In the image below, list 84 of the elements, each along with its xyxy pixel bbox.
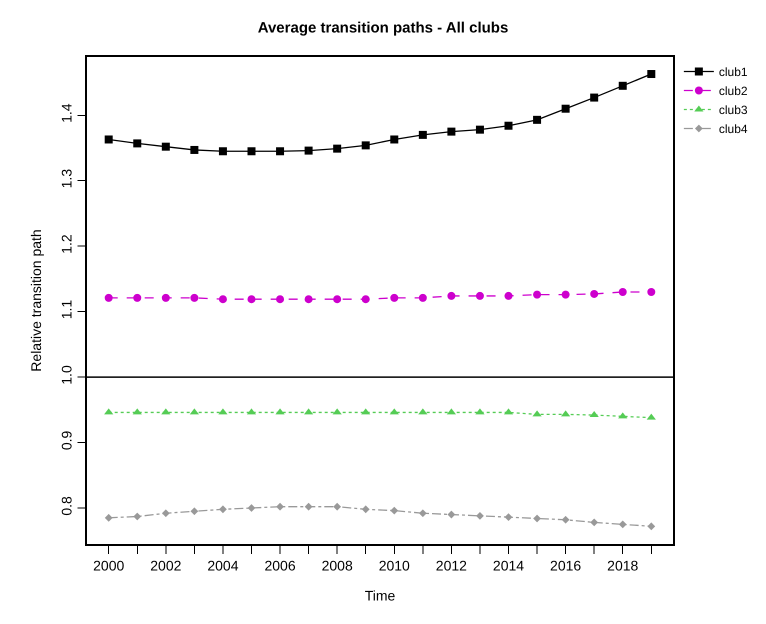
point [219,505,227,514]
point [590,94,598,102]
x-tick-label: 2016 [550,558,582,574]
point [276,295,284,304]
point [533,116,542,124]
point [590,290,598,298]
x-tick-label: 2002 [150,558,182,574]
chart-title: Average transition paths - All clubs [258,19,508,36]
point [247,295,256,304]
point [218,147,227,156]
point [562,516,570,524]
point [190,294,198,302]
point [190,146,198,154]
point [418,294,427,302]
point [133,294,142,302]
point [218,295,227,304]
point [104,135,113,144]
point [276,502,284,511]
point [333,502,342,511]
point [390,294,398,302]
x-tick-label: 2014 [492,558,524,574]
y-tick-label: 1.3 [58,168,75,188]
point [647,70,656,78]
x-tick-label: 2006 [264,558,296,574]
point [304,295,313,304]
point [248,504,256,512]
point [504,122,513,130]
point [333,144,342,153]
point [476,512,484,520]
x-tick-label: 2000 [93,558,124,574]
y-tick-label: 1.4 [58,103,75,123]
point [276,147,284,156]
point [162,142,170,151]
point [304,502,313,511]
point [504,292,513,300]
point [533,290,542,299]
point [304,146,313,155]
point [590,518,598,526]
point [447,510,456,518]
point [562,104,570,113]
legend-label: club1 [718,65,748,80]
x-tick-label: 2010 [378,558,410,574]
y-tick-label: 1.0 [58,365,75,385]
point [447,292,456,300]
x-tick-label: 2008 [322,558,353,574]
point [333,295,342,304]
point [104,294,113,302]
legend-label: club2 [718,84,748,98]
point [618,288,627,296]
point [533,514,541,522]
x-tick-label: 2012 [436,558,468,574]
x-tick-label: 2018 [607,558,639,574]
x-axis-title: Time [364,587,396,604]
y-tick-label: 0.8 [58,496,75,516]
point [418,130,427,139]
point [447,128,456,136]
point [647,288,656,296]
point [247,147,256,156]
point [476,292,484,300]
point [104,514,113,522]
point [418,509,427,518]
point [618,82,627,90]
point [162,509,170,518]
x-tick-label: 2004 [207,558,239,574]
point [362,295,370,304]
point [390,135,398,144]
point [133,512,142,520]
point [647,522,656,530]
point [362,505,370,514]
point [504,513,512,522]
legend-label: club3 [718,103,748,118]
point [133,139,142,148]
y-tick-label: 0.9 [58,430,75,450]
y-tick-label: 1.2 [58,234,75,254]
point [190,507,198,516]
point [476,126,484,134]
point [562,290,570,299]
point [618,520,627,528]
y-axis-title: Relative transition path [28,229,44,372]
point [362,141,370,150]
y-tick-label: 1.1 [58,300,75,320]
point [162,294,170,302]
legend-label: club4 [718,122,748,136]
point [390,506,398,515]
